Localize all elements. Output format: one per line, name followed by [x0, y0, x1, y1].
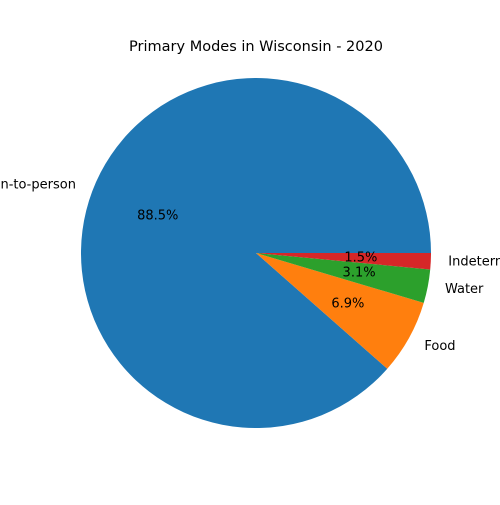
slice-label-water: Water [445, 282, 484, 297]
slice-label-person-to-person: Person-to-person [0, 177, 76, 192]
slice-label-indeterminate: Indeterminate [448, 255, 500, 270]
pct-label-indeterminate: 1.5% [344, 250, 377, 265]
pct-label-food: 6.9% [331, 296, 364, 311]
chart-title: Primary Modes in Wisconsin - 2020 [129, 39, 383, 55]
slice-label-food: Food [424, 339, 455, 354]
pie-labels: Person-to-person 88.5% Food 6.9% Water 3.1% In… [0, 177, 500, 353]
pie-slice-food [256, 253, 424, 369]
pct-label-water: 3.1% [343, 265, 376, 280]
pie-slice-water [256, 253, 431, 303]
pct-label-person-to-person: 88.5% [137, 208, 178, 223]
pie-slices [80, 77, 431, 429]
pie-slice-person-to-person [80, 77, 431, 429]
pie-slice-indeterminate [256, 253, 431, 270]
